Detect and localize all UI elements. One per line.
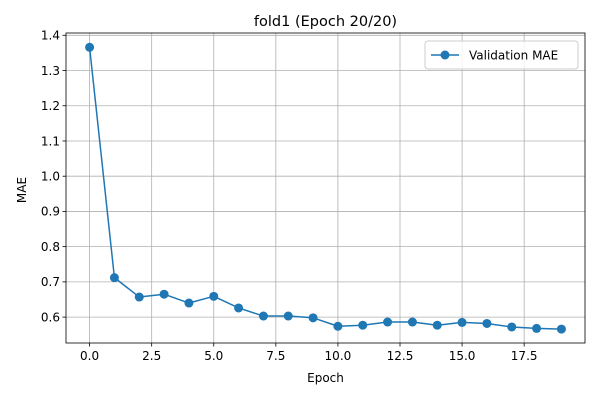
- data-point: [556, 324, 566, 334]
- x-tick-label: 0.0: [80, 349, 99, 363]
- legend: Validation MAE: [424, 40, 579, 70]
- series-layer: [85, 42, 566, 334]
- data-point: [109, 273, 119, 283]
- y-tick-label: 1.3: [41, 64, 60, 78]
- grid: [66, 33, 585, 343]
- data-point: [85, 42, 95, 52]
- x-tick-label: 5.0: [204, 349, 223, 363]
- y-tick-label: 1.1: [41, 134, 60, 148]
- data-point: [134, 292, 144, 302]
- data-point: [283, 311, 293, 321]
- data-point: [457, 317, 467, 327]
- data-point: [432, 320, 442, 330]
- data-point: [159, 289, 169, 299]
- y-tick-label: 0.9: [41, 205, 60, 219]
- chart-title: fold1 (Epoch 20/20): [254, 14, 397, 30]
- data-point: [258, 311, 268, 321]
- x-tick-label: 17.5: [511, 349, 538, 363]
- y-tick-label: 0.8: [41, 240, 60, 254]
- x-tick-label: 2.5: [142, 349, 161, 363]
- axes-frame: [65, 32, 586, 344]
- x-tick-label: 7.5: [266, 349, 285, 363]
- data-point: [507, 322, 517, 332]
- data-point: [482, 318, 492, 328]
- legend-box: [424, 40, 579, 70]
- data-point: [308, 313, 318, 323]
- x-tick-label: 12.5: [387, 349, 414, 363]
- data-point: [383, 317, 393, 327]
- x-tick-label: 10.0: [325, 349, 352, 363]
- data-point: [234, 303, 244, 313]
- y-ticks: 0.6 0.7 0.8 0.9 1.0 1.1 1.2 1.3 1.4: [41, 29, 66, 324]
- data-point: [184, 298, 194, 308]
- data-point: [407, 317, 417, 327]
- y-tick-label: 1.0: [41, 169, 60, 183]
- data-point: [532, 323, 542, 333]
- y-tick-label: 0.7: [41, 275, 60, 289]
- data-point: [209, 291, 219, 301]
- legend-marker-swatch: [440, 50, 450, 60]
- x-tick-label: 15.0: [449, 349, 476, 363]
- data-point: [358, 320, 368, 330]
- data-point: [333, 321, 343, 331]
- x-ticks: 0.0 2.5 5.0 7.5 10.0 12.5 15.0 17.5: [80, 343, 538, 363]
- y-tick-label: 1.4: [41, 29, 60, 43]
- x-axis-label: Epoch: [307, 371, 344, 385]
- y-tick-label: 1.2: [41, 99, 60, 113]
- y-tick-label: 0.6: [41, 310, 60, 324]
- legend-label: Validation MAE: [469, 49, 558, 63]
- y-axis-label: MAE: [15, 177, 29, 203]
